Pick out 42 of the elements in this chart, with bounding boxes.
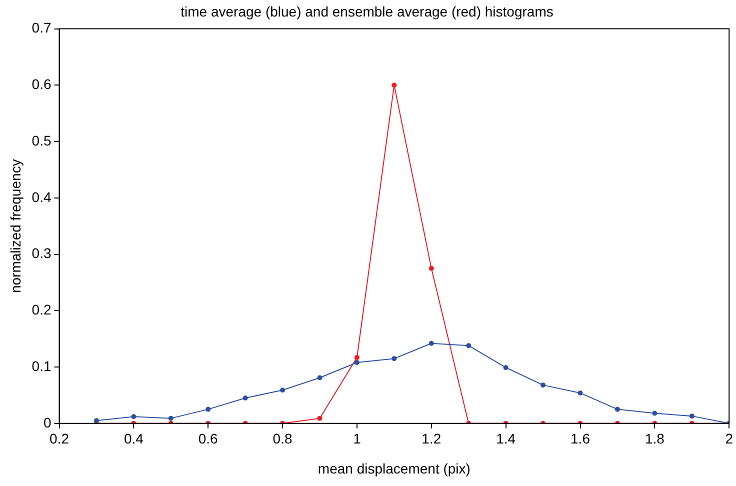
point: [392, 356, 397, 362]
point: [614, 406, 620, 412]
point: [466, 343, 472, 348]
point: [242, 396, 248, 401]
y-tick-label: 0.1: [32, 358, 52, 374]
chart-title: time average (blue) and ensemble average (red) histograms: [180, 3, 554, 20]
x-tick-label: 0.6: [198, 430, 218, 447]
y-tick-label: 0.3: [32, 245, 52, 262]
y-tick-label: 0.4: [32, 188, 52, 205]
point: [131, 414, 136, 420]
point: [168, 416, 174, 421]
x-tick-label: 1.2: [422, 430, 442, 447]
point: [354, 360, 360, 366]
x-tick-label: 1.4: [496, 430, 516, 447]
point: [689, 414, 694, 419]
x-tick-label: 0.4: [124, 430, 144, 447]
y-tick-label: 0.6: [32, 76, 52, 92]
point: [392, 82, 397, 88]
point: [540, 382, 546, 388]
y-axis-title: normalized frequency: [7, 159, 24, 294]
point: [94, 418, 99, 424]
point: [428, 266, 434, 271]
point: [206, 406, 211, 412]
point: [317, 416, 322, 421]
y-tick-label: 0.7: [32, 20, 52, 36]
x-tick-label: 0.2: [50, 430, 70, 447]
x-tick-label: 1.8: [644, 430, 665, 447]
x-tick-label: 1.6: [570, 430, 590, 447]
x-tick-label: 0.8: [272, 430, 292, 447]
point: [652, 410, 658, 416]
x-axis-title: mean displacement (pix): [318, 460, 470, 476]
y-tick-label: 0: [43, 414, 52, 430]
point: [354, 354, 360, 360]
point: [317, 375, 322, 380]
x-tick-label: 2: [725, 430, 734, 447]
y-tick-label: 0.2: [32, 302, 52, 318]
point: [578, 390, 583, 396]
point: [503, 365, 508, 370]
y-tick-label: 0.5: [32, 132, 52, 148]
point: [428, 340, 434, 346]
point: [280, 388, 286, 393]
x-tick-label: 1: [353, 430, 362, 447]
